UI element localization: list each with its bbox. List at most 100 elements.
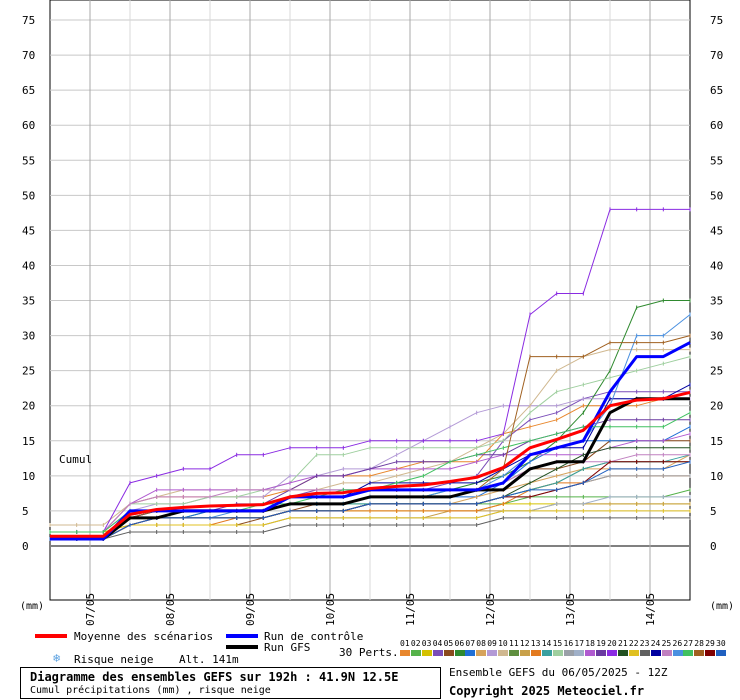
swatch-label: 03: [421, 639, 432, 648]
swatch-color: [530, 650, 541, 656]
y-tick-label-left: 20: [22, 400, 35, 413]
y-tick-label-right: 0: [710, 540, 717, 553]
swatch-color: [650, 650, 661, 656]
y-axis-unit-right: (mm): [710, 601, 735, 612]
swatch-label: 13: [530, 639, 541, 648]
x-tick-label: 10/05: [324, 593, 337, 626]
swatch-label: 28: [694, 639, 704, 648]
x-tick-label: 12/05: [484, 593, 497, 626]
swatch-label: 19: [596, 639, 606, 648]
swatch-color: [618, 650, 628, 656]
swatch-color: [683, 650, 694, 656]
y-tick-label-left: 30: [22, 330, 35, 343]
swatch-label: 07: [465, 639, 476, 648]
y-tick-label-right: 65: [710, 84, 723, 97]
swatch-color: [596, 650, 607, 656]
swatch-label: 24: [650, 639, 661, 648]
y-tick-label-left: 10: [22, 470, 35, 483]
y-tick-label-right: 75: [710, 14, 723, 27]
swatch-color: [628, 650, 639, 656]
swatch-color: [607, 650, 618, 656]
swatch-color: [661, 650, 672, 656]
x-tick-label: 13/05: [564, 593, 577, 626]
y-tick-label-left: 55: [22, 154, 35, 167]
y-tick-label-right: 25: [710, 365, 723, 378]
altitude-label: Alt. 141m: [179, 653, 239, 666]
swatch-label: 06: [454, 639, 465, 648]
y-tick-label-left: 70: [22, 49, 35, 62]
swatch-color: [574, 650, 585, 656]
swatch-color: [694, 650, 705, 656]
swatch-color: [541, 650, 552, 656]
swatch-color: [487, 650, 498, 656]
chart-title: Diagramme des ensembles GEFS sur 192h : …: [30, 670, 399, 684]
swatch-label: 23: [639, 639, 650, 648]
y-tick-label-left: 60: [22, 119, 35, 132]
swatch-label: 20: [607, 639, 617, 648]
swatch-label: 12: [519, 639, 530, 648]
swatch-color: [519, 650, 530, 656]
legend-gfs-swatch: [226, 645, 258, 649]
swatch-label: 27: [683, 639, 694, 648]
swatch-label: 09: [487, 639, 497, 648]
swatch-label: 04: [432, 639, 443, 648]
y-tick-label-right: 30: [710, 330, 723, 343]
x-tick-label: 14/05: [644, 593, 657, 626]
swatch-color: [465, 650, 476, 656]
mean-line: [50, 390, 691, 538]
x-tick-label: 07/05: [84, 593, 97, 626]
y-tick-label-right: 45: [710, 224, 723, 237]
x-tick-label: 09/05: [244, 593, 257, 626]
swatch-label: 15: [552, 639, 563, 648]
swatch-color: [716, 650, 727, 656]
swatch-color: [509, 650, 519, 656]
cumul-label: Cumul: [59, 453, 93, 466]
legend-snow-label: Risque neige: [74, 653, 154, 666]
swatch-label: 11: [509, 639, 519, 648]
swatch-color: [552, 650, 563, 656]
legend-gfs-label: Run GFS: [264, 641, 311, 654]
swatch-label: 01: [400, 639, 410, 648]
swatch-color: [454, 650, 465, 656]
y-tick-label-right: 15: [710, 435, 723, 448]
y-tick-label-left: 45: [22, 224, 35, 237]
x-tick-label: 11/05: [404, 593, 417, 626]
y-tick-label-left: 35: [22, 295, 35, 308]
y-tick-label-right: 70: [710, 49, 723, 62]
y-tick-label-left: 50: [22, 189, 35, 202]
y-tick-label-right: 40: [710, 259, 723, 272]
swatch-color: [476, 650, 487, 656]
run-info: Ensemble GEFS du 06/05/2025 - 12Z: [449, 666, 668, 679]
swatch-color: [400, 650, 410, 656]
snowflake-icon: ❄: [53, 651, 61, 665]
y-axis-unit-left: (mm): [20, 601, 45, 612]
swatch-color: [432, 650, 443, 656]
swatch-label: 26: [672, 639, 683, 648]
chart-subtitle: Cumul précipitations (mm) , risque neige: [30, 685, 271, 696]
copyright: Copyright 2025 Meteociel.fr: [449, 684, 645, 698]
y-tick-label-right: 20: [710, 400, 723, 413]
swatch-label: 29: [705, 639, 715, 648]
swatch-color: [639, 650, 650, 656]
y-tick-label-left: 0: [22, 540, 29, 553]
y-tick-label-left: 5: [22, 505, 29, 518]
swatch-label: 10: [498, 639, 508, 648]
swatch-label: 21: [618, 639, 628, 648]
swatch-label: 22: [628, 639, 639, 648]
y-tick-label-right: 35: [710, 295, 723, 308]
swatch-color: [563, 650, 574, 656]
y-tick-label-right: 55: [710, 154, 723, 167]
swatch-label: 17: [574, 639, 585, 648]
y-tick-label-right: 10: [710, 470, 723, 483]
info-box: Diagramme des ensembles GEFS sur 192h : …: [20, 667, 441, 699]
swatch-label: 16: [563, 639, 574, 648]
swatch-label: 30: [716, 639, 726, 648]
y-tick-label-right: 50: [710, 189, 723, 202]
swatch-label: 18: [585, 639, 595, 648]
swatch-color: [705, 650, 716, 656]
swatch-color: [585, 650, 596, 656]
y-tick-label-left: 15: [22, 435, 35, 448]
y-tick-label-left: 40: [22, 259, 35, 272]
y-tick-label-left: 75: [22, 14, 35, 27]
y-tick-label-right: 5: [710, 505, 717, 518]
